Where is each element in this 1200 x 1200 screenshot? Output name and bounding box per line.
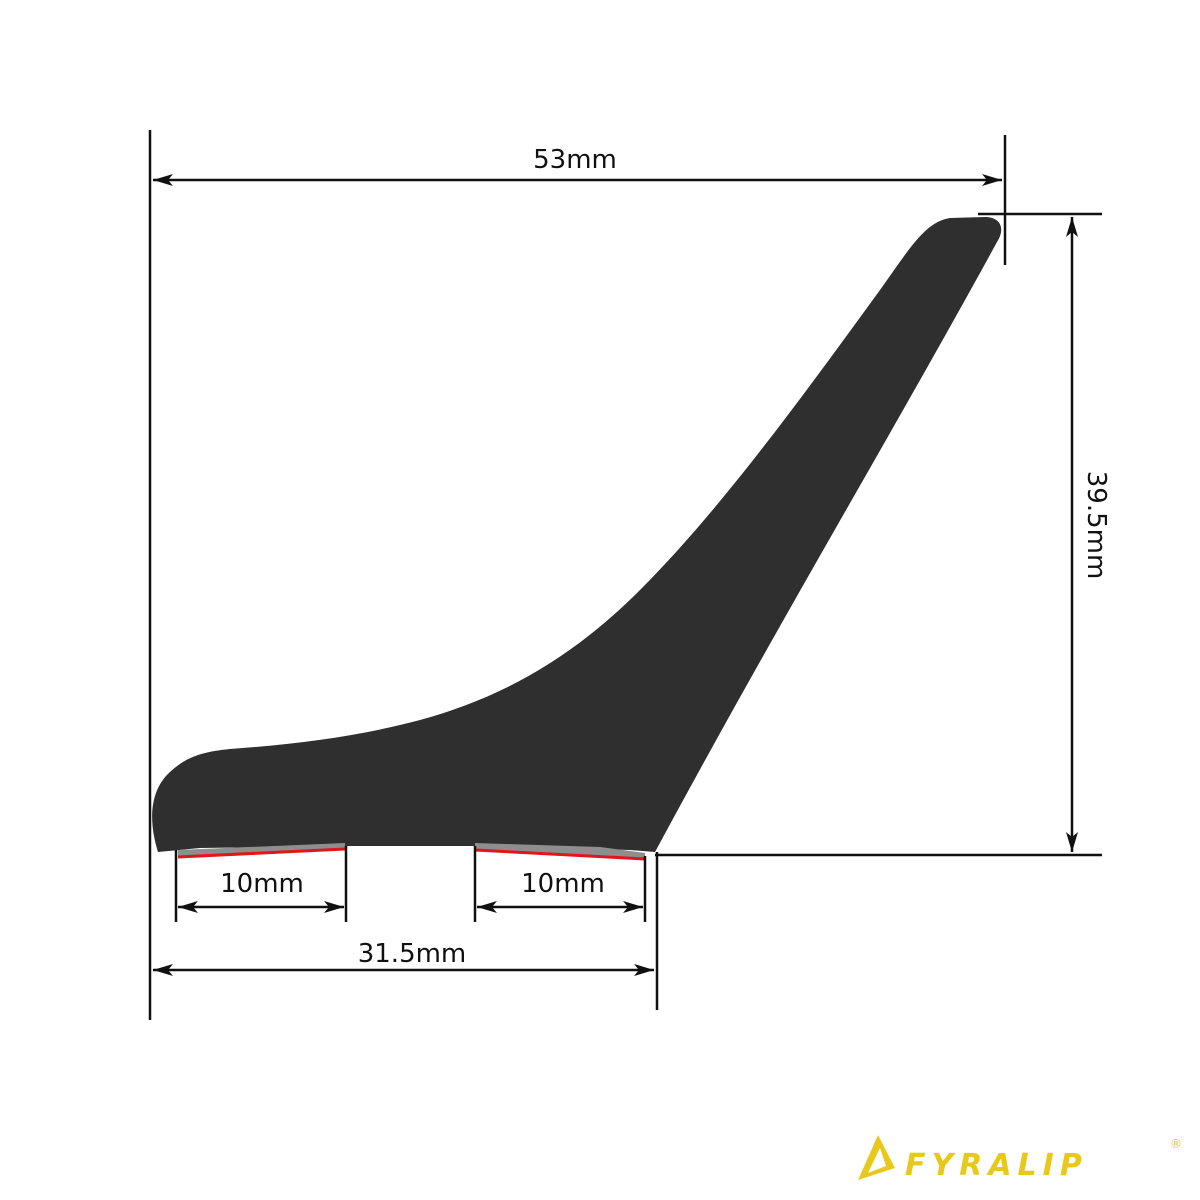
tape-right-label: 10mm [521, 869, 605, 899]
width-label: 53mm [533, 145, 617, 175]
tape-liner-right [474, 848, 646, 861]
logo: FYRALIP ® [858, 1135, 1182, 1183]
tape-liner-left [177, 847, 346, 859]
tape-right [475, 843, 645, 859]
tape-left-label: 10mm [220, 869, 304, 899]
logo-mark-icon [858, 1135, 895, 1180]
dimension-lines [148, 130, 1102, 1020]
rubber-lip-profile [152, 217, 1002, 852]
registered-mark: ® [1170, 1137, 1182, 1151]
height-label: 39.5mm [1081, 471, 1111, 580]
logo-text: FYRALIP [905, 1148, 1088, 1183]
base-label: 31.5mm [358, 939, 467, 969]
